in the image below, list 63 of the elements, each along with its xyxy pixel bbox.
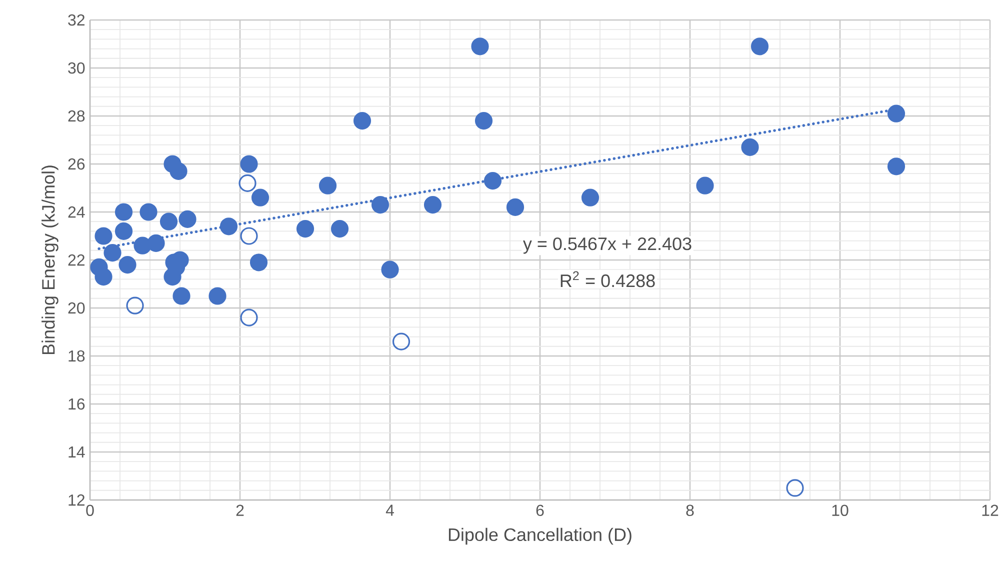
- x-tick-label: 10: [832, 504, 848, 516]
- point: [240, 155, 258, 173]
- point: [172, 287, 190, 305]
- point: [164, 268, 182, 286]
- point: [741, 138, 759, 156]
- point: [94, 227, 112, 245]
- point: [296, 220, 314, 238]
- y-tick-label: 14: [68, 446, 85, 458]
- x-tick-label: 2: [236, 504, 244, 516]
- point: [170, 162, 188, 180]
- point: [887, 104, 906, 122]
- point: [147, 234, 165, 252]
- point: [140, 203, 158, 221]
- point: [318, 176, 337, 194]
- annotation: R$^{2}$ = 0.4288: [560, 271, 655, 288]
- point: [424, 196, 442, 214]
- point: [238, 174, 256, 192]
- x-tick-label: 8: [686, 504, 694, 516]
- y-axis-title: Binding Energy (kJ/mol): [42, 166, 58, 354]
- point: [371, 196, 390, 214]
- x-tick-label: 4: [386, 504, 394, 516]
- point: [118, 256, 136, 274]
- y-tick-label: 26: [68, 158, 85, 170]
- point: [392, 332, 410, 350]
- point: [471, 38, 489, 56]
- point: [178, 210, 196, 228]
- point: [160, 212, 178, 230]
- x-tick-label: 12: [982, 504, 998, 516]
- point: [251, 188, 270, 206]
- y-tick-label: 28: [68, 110, 85, 122]
- x-tick-label: 6: [536, 504, 544, 516]
- point: [381, 260, 399, 278]
- point: [786, 479, 804, 497]
- x-axis-title: Dipole Cancellation (D): [448, 528, 632, 545]
- point: [240, 308, 258, 326]
- point: [240, 227, 258, 245]
- y-tick-label: 16: [68, 398, 85, 410]
- point: [330, 220, 349, 238]
- point: [220, 218, 238, 236]
- point: [250, 254, 268, 272]
- point: [887, 158, 906, 176]
- point: [353, 112, 372, 130]
- y-tick-label: 30: [68, 62, 85, 74]
- point: [474, 112, 493, 130]
- point: [114, 222, 133, 240]
- y-tick-label: 18: [68, 350, 85, 362]
- y-tick-label: 22: [68, 254, 84, 266]
- y-tick-label: 20: [68, 302, 85, 314]
- point: [126, 296, 144, 314]
- y-tick-label: 32: [68, 14, 84, 26]
- point: [104, 244, 122, 262]
- point: [506, 198, 524, 216]
- point: [208, 287, 226, 305]
- point: [114, 203, 133, 221]
- point: [94, 268, 112, 286]
- point: [750, 38, 769, 56]
- point: [484, 172, 502, 190]
- annotation: y = 0.5467x + 22.403: [522, 237, 692, 254]
- x-tick-label: 0: [86, 504, 94, 516]
- y-tick-label: 24: [68, 206, 85, 218]
- point: [581, 188, 600, 206]
- y-tick-label: 12: [68, 494, 84, 506]
- point: [696, 176, 714, 194]
